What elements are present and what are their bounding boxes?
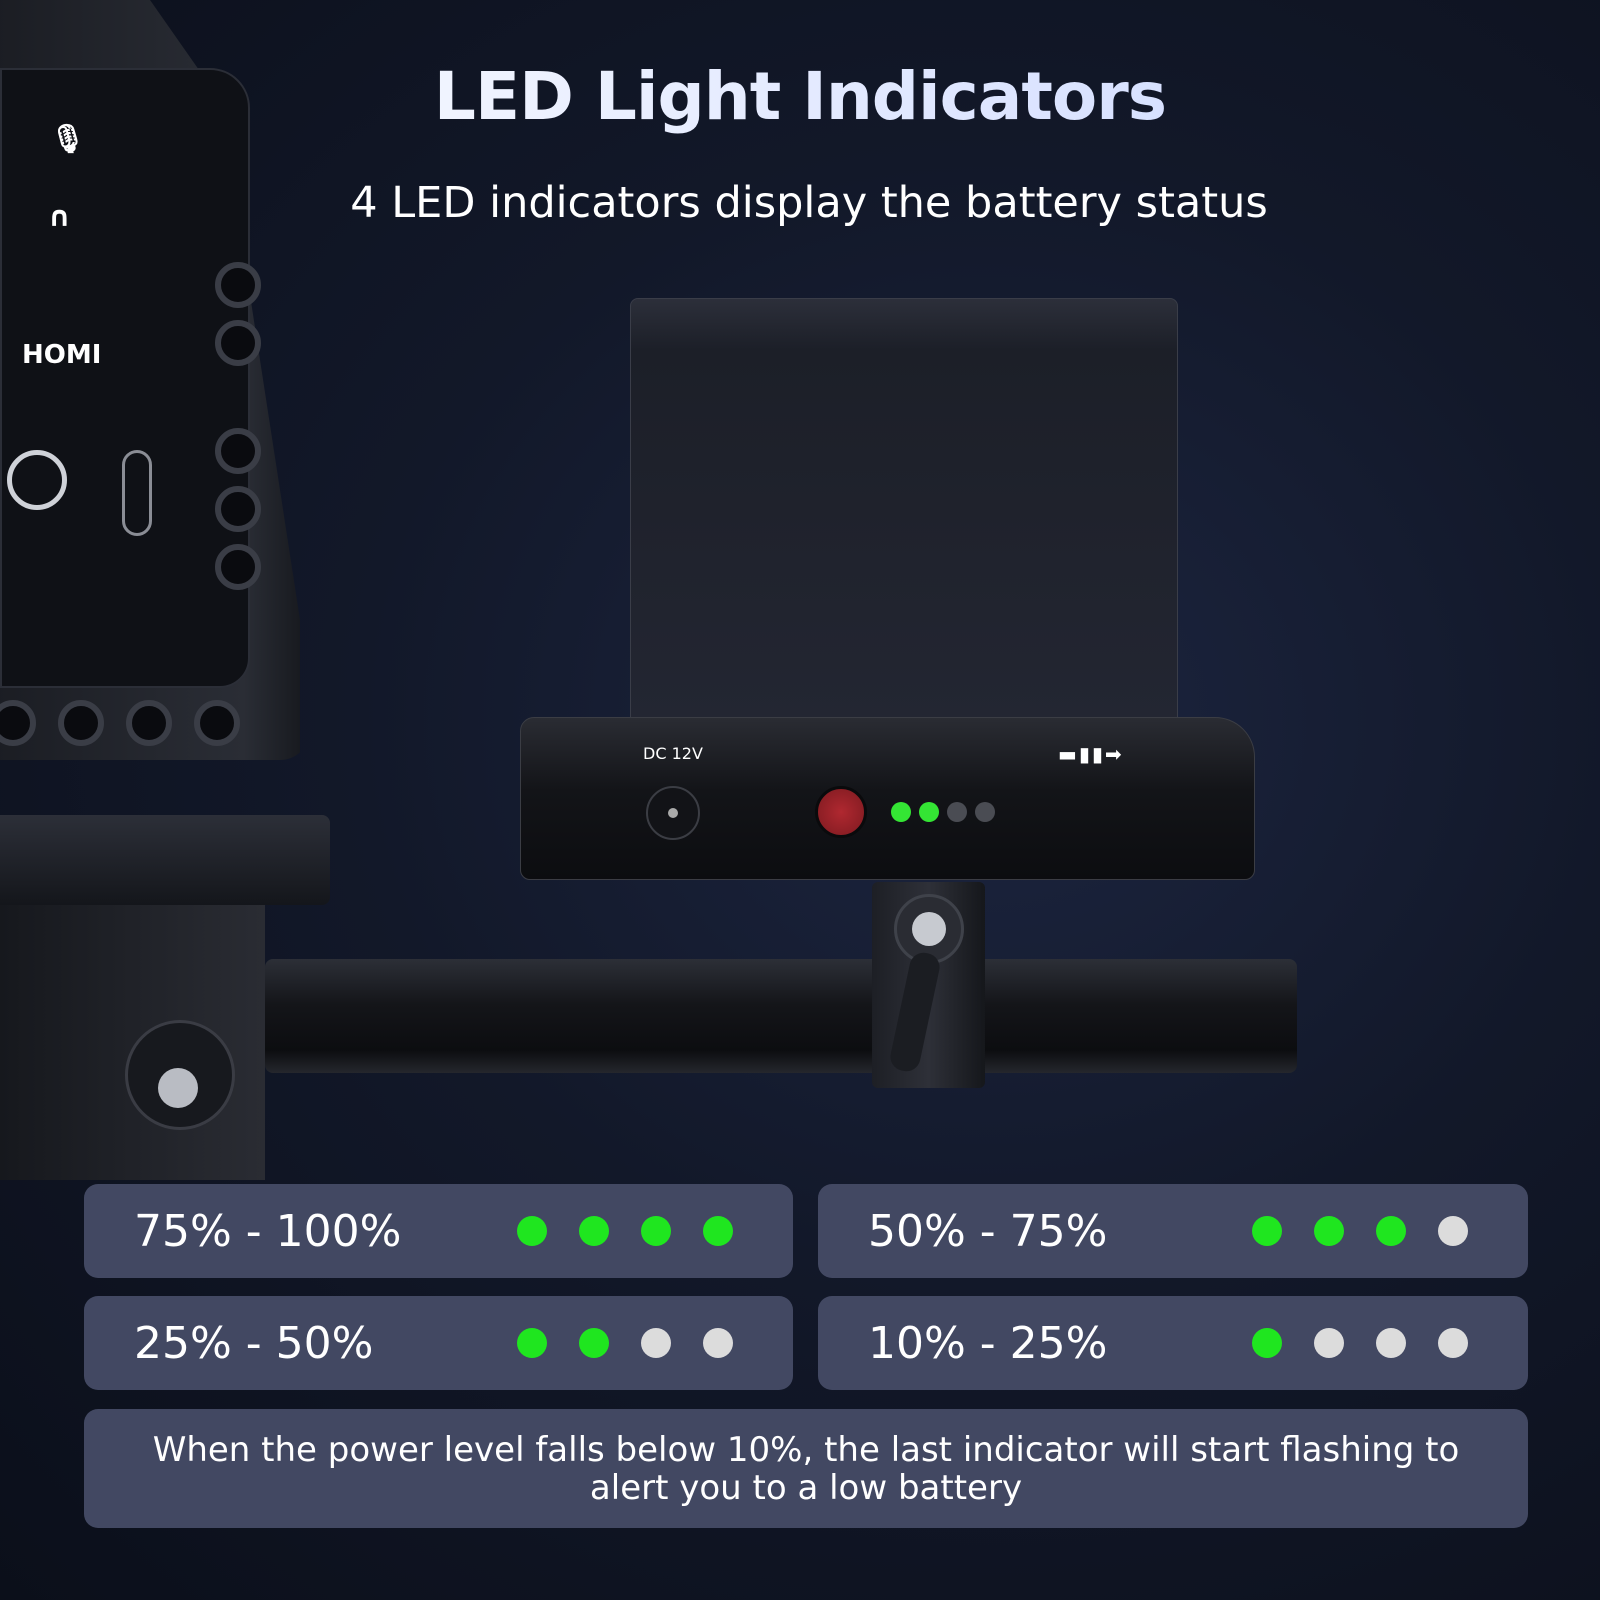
level-card: 50% - 75% <box>818 1184 1528 1278</box>
led-on-indicator <box>517 1216 547 1246</box>
level-card: 10% - 25% <box>818 1296 1528 1390</box>
page-title: LED Light Indicators <box>0 58 1600 135</box>
level-leds <box>1252 1216 1468 1246</box>
arrow-icon: ▬▮▮➡ <box>1058 742 1124 766</box>
level-range: 25% - 50% <box>134 1318 374 1369</box>
level-leds <box>517 1328 733 1358</box>
led-on-indicator <box>579 1216 609 1246</box>
headphone-icon: ∩ <box>48 200 71 233</box>
page-subtitle: 4 LED indicators display the battery sta… <box>350 178 1268 228</box>
led-off-indicator <box>703 1328 733 1358</box>
microphone-icon: 🎙 <box>50 122 86 155</box>
led-on-indicator <box>517 1328 547 1358</box>
battery-leds <box>891 802 995 822</box>
led-on-indicator <box>1314 1216 1344 1246</box>
battery-pack <box>630 298 1178 723</box>
led-on-indicator <box>641 1216 671 1246</box>
battery-plate: DC 12V ▬▮▮➡ <box>520 717 1255 880</box>
screw-icon <box>158 1068 198 1108</box>
led-on-indicator <box>1252 1328 1282 1358</box>
level-range: 10% - 25% <box>868 1318 1108 1369</box>
led-on-indicator <box>579 1328 609 1358</box>
camera-button-ring <box>7 450 67 510</box>
15mm-rod <box>265 959 1297 1073</box>
low-battery-note: When the power level falls below 10%, th… <box>84 1409 1528 1528</box>
cage-holes <box>215 262 261 590</box>
led-off-indicator <box>1314 1328 1344 1358</box>
screw-icon <box>912 912 946 946</box>
level-leds <box>517 1216 733 1246</box>
level-card: 25% - 50% <box>84 1296 793 1390</box>
rod-clamp-block <box>0 905 265 1180</box>
power-button[interactable] <box>815 786 867 838</box>
level-card: 75% - 100% <box>84 1184 793 1278</box>
led-on-indicator <box>703 1216 733 1246</box>
camera-side-panel: 🎙 ∩ HOMI <box>0 68 250 688</box>
rod-clamp <box>872 882 985 1088</box>
mounting-plate <box>0 815 330 905</box>
led-on-indicator <box>1252 1216 1282 1246</box>
cage-bottom-holes <box>0 700 240 746</box>
camera-switch <box>122 450 152 536</box>
level-range: 50% - 75% <box>868 1206 1108 1257</box>
hdmi-label: HOMI <box>22 340 102 370</box>
led-on-indicator <box>1376 1216 1406 1246</box>
led-off-indicator <box>641 1328 671 1358</box>
led-off-indicator <box>1376 1328 1406 1358</box>
led-off-indicator <box>1438 1216 1468 1246</box>
dc-port <box>646 786 700 840</box>
level-leds <box>1252 1328 1468 1358</box>
clamp-lever <box>887 950 943 1074</box>
level-range: 75% - 100% <box>134 1206 402 1257</box>
led-off-indicator <box>1438 1328 1468 1358</box>
dc-label: DC 12V <box>643 744 703 763</box>
